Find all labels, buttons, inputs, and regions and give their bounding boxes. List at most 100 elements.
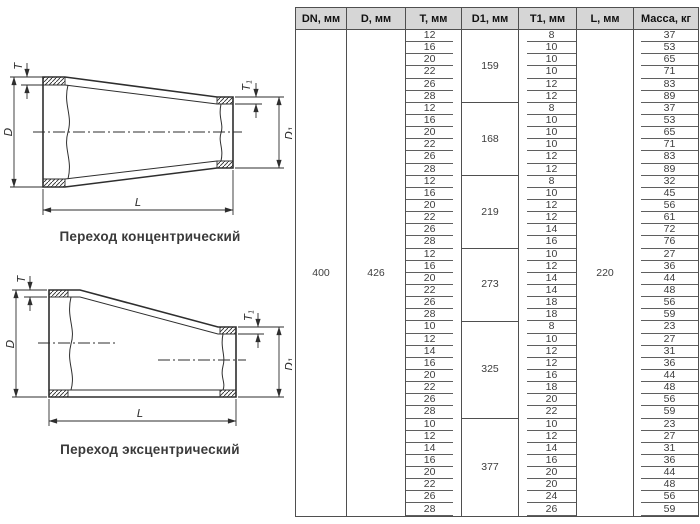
cell-mass: 61 bbox=[634, 212, 699, 225]
cell-mass: 89 bbox=[634, 90, 699, 103]
dim-label-T1: T1 bbox=[243, 310, 256, 321]
cell-mass: 48 bbox=[634, 284, 699, 298]
eccentric-caption: Переход эксцентрический bbox=[60, 442, 240, 457]
cell-t1: 20 bbox=[519, 479, 577, 492]
table-row: 14 14 31 bbox=[296, 442, 699, 455]
cell-t1: 14 bbox=[519, 284, 577, 298]
cell-t: 10 bbox=[406, 418, 462, 431]
dim-label-D: D bbox=[2, 128, 15, 136]
cell-t1: 14 bbox=[519, 272, 577, 285]
cell-mass: 65 bbox=[634, 127, 699, 140]
cell-t1: 16 bbox=[519, 369, 577, 383]
cell-dn: 400 bbox=[295, 29, 347, 517]
cell-d: 426 bbox=[346, 29, 406, 517]
table-row: 28 12 89 bbox=[296, 90, 699, 103]
cell-mass: 56 bbox=[634, 491, 699, 504]
table-row: 16 12 36 bbox=[296, 357, 699, 370]
cell-t1: 8 bbox=[519, 175, 577, 188]
col-header-dn: DN, мм bbox=[295, 7, 347, 30]
table-row: 26 18 56 bbox=[296, 297, 699, 310]
cell-mass: 44 bbox=[634, 467, 699, 480]
cell-t1: 20 bbox=[519, 467, 577, 480]
table-row: 14 12 31 bbox=[296, 345, 699, 358]
cell-mass: 36 bbox=[634, 454, 699, 468]
concentric-caption: Переход концентрический bbox=[59, 229, 241, 244]
cell-t: 12 bbox=[406, 248, 462, 261]
cell-t1: 10 bbox=[519, 54, 577, 67]
dim-D1 bbox=[235, 96, 284, 169]
cell-t1: 8 bbox=[519, 29, 577, 43]
cell-t: 14 bbox=[406, 442, 462, 455]
table-row: 26 12 83 bbox=[296, 78, 699, 91]
dim-T1 bbox=[238, 313, 264, 348]
cell-t: 10 bbox=[406, 321, 462, 334]
cell-t1: 12 bbox=[519, 90, 577, 103]
cell-t1: 12 bbox=[519, 212, 577, 225]
cell-t1: 12 bbox=[519, 163, 577, 176]
table-row: 28 26 59 bbox=[296, 503, 699, 516]
cell-t1: 10 bbox=[519, 418, 577, 431]
cell-mass: 65 bbox=[634, 54, 699, 67]
table-row: 22 10 71 bbox=[296, 66, 699, 79]
cell-t1: 12 bbox=[519, 199, 577, 213]
cell-mass: 72 bbox=[634, 224, 699, 237]
col-header-t1: T1, мм bbox=[518, 7, 577, 30]
dim-L bbox=[42, 170, 234, 215]
table-row: 28 12 89 bbox=[296, 163, 699, 176]
cell-mass: 56 bbox=[634, 297, 699, 310]
break-line-large-end bbox=[69, 296, 73, 391]
cell-t: 16 bbox=[406, 454, 462, 468]
table-row: 12 219 8 32 bbox=[296, 175, 699, 250]
cell-mass: 27 bbox=[634, 248, 699, 261]
cell-mass: 45 bbox=[634, 187, 699, 200]
table-row: 20 20 44 bbox=[296, 467, 699, 480]
cell-t: 28 bbox=[406, 163, 462, 176]
cell-mass: 89 bbox=[634, 163, 699, 176]
cell-t1: 24 bbox=[519, 491, 577, 504]
cell-t1: 10 bbox=[519, 187, 577, 200]
cell-t: 12 bbox=[406, 29, 462, 43]
table-row: 12 168 8 37 bbox=[296, 102, 699, 177]
col-header-l: L, мм bbox=[576, 7, 634, 30]
cell-t: 12 bbox=[406, 430, 462, 443]
dim-label-D1: D1 bbox=[283, 357, 292, 370]
cell-mass: 44 bbox=[634, 272, 699, 285]
cell-mass: 27 bbox=[634, 430, 699, 443]
cell-t: 16 bbox=[406, 187, 462, 200]
cell-t: 28 bbox=[406, 406, 462, 419]
break-line-small-end bbox=[219, 103, 223, 162]
weld-hatch bbox=[42, 76, 234, 188]
cell-t1: 10 bbox=[519, 66, 577, 79]
cell-t1: 12 bbox=[519, 78, 577, 91]
cell-t: 20 bbox=[406, 127, 462, 140]
cell-t1: 12 bbox=[519, 357, 577, 370]
table-row: 20 12 56 bbox=[296, 199, 699, 213]
table-row: 10 325 8 23 bbox=[296, 321, 699, 420]
cell-t: 26 bbox=[406, 78, 462, 91]
dim-L bbox=[48, 399, 237, 426]
table-row: 16 10 53 bbox=[296, 114, 699, 128]
table-row: 20 14 44 bbox=[296, 272, 699, 285]
table-row: 16 10 45 bbox=[296, 187, 699, 200]
cell-t1: 10 bbox=[519, 114, 577, 128]
cell-t: 26 bbox=[406, 151, 462, 164]
dim-label-T1: T1 bbox=[241, 80, 254, 91]
cell-mass: 27 bbox=[634, 333, 699, 346]
cell-t: 12 bbox=[406, 333, 462, 346]
cell-t1: 8 bbox=[519, 102, 577, 115]
cell-t1: 10 bbox=[519, 139, 577, 152]
table-row: 26 14 72 bbox=[296, 224, 699, 237]
dim-T bbox=[21, 63, 43, 99]
cell-mass: 31 bbox=[634, 442, 699, 455]
table-row: 20 10 65 bbox=[296, 54, 699, 67]
inner-wall-top bbox=[43, 84, 233, 105]
dim-T1 bbox=[235, 83, 262, 118]
table-row: 28 18 59 bbox=[296, 309, 699, 322]
table-row: 22 12 61 bbox=[296, 212, 699, 225]
cell-t: 28 bbox=[406, 236, 462, 249]
cell-mass: 59 bbox=[634, 309, 699, 322]
cell-mass: 83 bbox=[634, 151, 699, 164]
cell-t: 20 bbox=[406, 272, 462, 285]
cell-mass: 53 bbox=[634, 114, 699, 128]
